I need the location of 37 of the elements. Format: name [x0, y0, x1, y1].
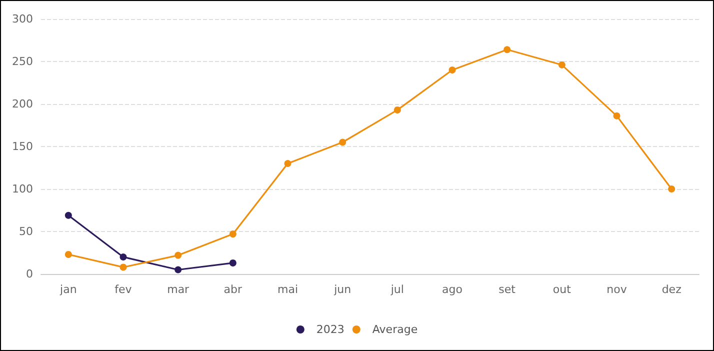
x-tick-label: mai	[277, 283, 298, 296]
x-tick-label: mar	[167, 283, 190, 296]
point	[120, 264, 127, 271]
x-tick-label: jul	[390, 283, 404, 296]
x-tick-label: out	[552, 283, 572, 296]
point	[64, 250, 72, 258]
y-tick-label: 50	[19, 225, 33, 238]
point	[339, 138, 346, 146]
point	[64, 212, 72, 219]
y-tick-label: 150	[12, 140, 33, 153]
y-tick-label: 200	[12, 98, 33, 110]
x-tick-label: jun	[333, 283, 352, 296]
y-tick-label: 0	[26, 268, 33, 280]
point	[174, 252, 182, 259]
x-tick-label: fev	[114, 283, 132, 296]
x-tick-label: jan	[59, 283, 77, 296]
x-tick-label: dez	[662, 283, 682, 296]
point	[504, 46, 511, 54]
point	[613, 112, 620, 120]
x-tick-label: abr	[224, 283, 243, 296]
x-tick-label: set	[498, 283, 516, 296]
legend-label: Average	[372, 323, 418, 336]
point	[558, 61, 566, 68]
y-tick-label: 100	[12, 182, 33, 196]
point	[229, 230, 236, 238]
point	[120, 254, 127, 260]
point	[284, 160, 292, 167]
x-tick-label: ago	[442, 283, 463, 296]
point	[174, 266, 182, 274]
legend-label: 2023	[316, 323, 344, 336]
y-tick-label: 300	[12, 12, 33, 26]
point	[668, 186, 676, 192]
y-tick-label: 250	[12, 55, 33, 68]
point	[394, 106, 401, 114]
x-tick-label: nov	[606, 283, 628, 296]
point	[448, 66, 456, 74]
point	[229, 259, 236, 266]
